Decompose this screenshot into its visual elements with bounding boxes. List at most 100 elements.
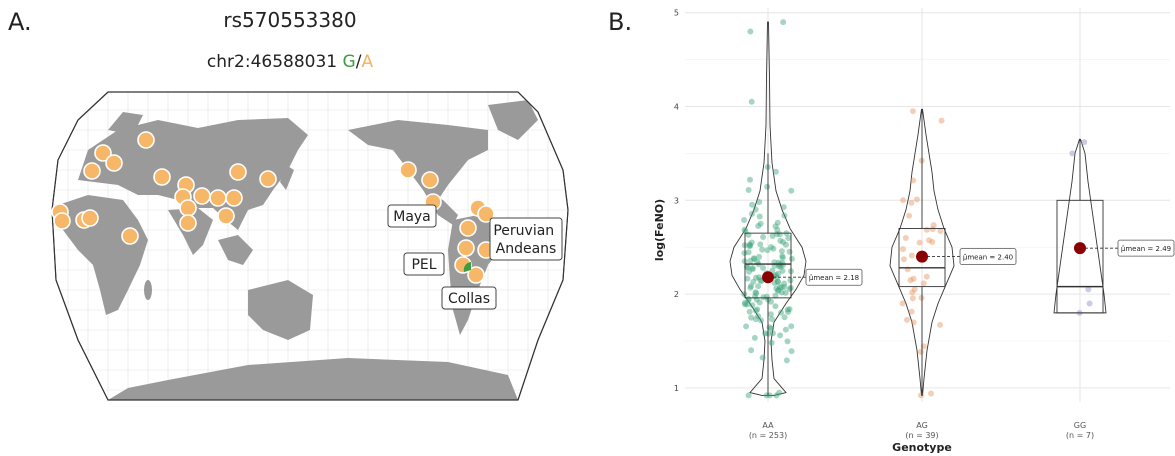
- data-point: [741, 291, 748, 298]
- data-point: [926, 237, 933, 244]
- data-point: [786, 248, 793, 255]
- mean-label: μ̂mean = 2.40: [963, 254, 1013, 262]
- chart-means: μ̂mean = 2.18 μ̂mean = 2.40 μ̂mean = 2.49: [762, 239, 1175, 286]
- box-iqr: [744, 232, 792, 299]
- box-iqr: [1056, 199, 1104, 314]
- data-point: [902, 234, 909, 241]
- data-point: [775, 270, 782, 277]
- data-point: [777, 263, 784, 270]
- allele-separator: /: [355, 52, 362, 72]
- data-point: [748, 98, 755, 105]
- world-map: Maya Peruvian Andeans PEL Collas: [51, 91, 569, 401]
- data-point: [762, 330, 769, 337]
- data-point: [775, 287, 782, 294]
- population-marker: [179, 214, 197, 232]
- data-point: [767, 311, 774, 318]
- data-point: [774, 287, 781, 294]
- data-point: [1085, 286, 1092, 293]
- data-point: [746, 241, 753, 248]
- population-marker: [421, 171, 439, 189]
- data-point: [788, 255, 795, 262]
- data-point: [773, 285, 780, 292]
- x-tick-label: AG: [916, 421, 928, 430]
- chart-points: [741, 19, 1093, 399]
- data-point: [773, 392, 780, 399]
- ref-allele: G: [342, 52, 356, 72]
- mean-label: μ̂mean = 2.49: [1121, 245, 1171, 253]
- data-point: [929, 226, 936, 233]
- data-point: [782, 326, 789, 333]
- data-point: [756, 199, 763, 206]
- data-point: [769, 233, 776, 240]
- data-point: [771, 279, 778, 286]
- data-point: [747, 28, 754, 35]
- data-point: [768, 339, 775, 346]
- population-markers: [51, 131, 495, 284]
- population-marker: [83, 162, 101, 180]
- data-point: [773, 231, 780, 238]
- map-labels: Maya Peruvian Andeans PEL Collas: [387, 204, 563, 310]
- data-point: [760, 264, 767, 271]
- data-point: [909, 108, 916, 115]
- data-point: [907, 277, 914, 284]
- data-point: [756, 253, 763, 260]
- data-point: [787, 277, 794, 284]
- data-point: [777, 332, 784, 339]
- mean-label-box: [1117, 239, 1175, 257]
- data-point: [747, 257, 754, 264]
- data-point: [1069, 150, 1076, 157]
- population-marker: [225, 189, 243, 207]
- india-land: [168, 208, 213, 255]
- population-marker: [229, 163, 247, 181]
- data-point: [753, 274, 760, 281]
- population-marker: [153, 168, 171, 186]
- data-point: [774, 278, 781, 285]
- label-collas: Collas: [448, 291, 490, 307]
- data-point: [917, 348, 924, 355]
- chart-violins: [729, 21, 1107, 396]
- violin-gg: [1053, 138, 1107, 314]
- data-point: [770, 245, 777, 252]
- data-point: [748, 239, 755, 246]
- data-point: [749, 266, 756, 273]
- data-point: [900, 256, 907, 263]
- data-point: [777, 284, 784, 291]
- data-point: [756, 213, 763, 220]
- data-point: [748, 314, 755, 321]
- data-point: [908, 252, 915, 259]
- population-marker: [81, 209, 99, 227]
- label-peruvian-andeans: Peruvian Andeans: [493, 223, 558, 257]
- x-tick-label: GG: [1074, 421, 1086, 430]
- population-marker: [457, 239, 475, 257]
- data-point: [774, 219, 781, 226]
- population-marker: [459, 219, 477, 237]
- australia-land: [248, 280, 313, 340]
- data-point: [760, 294, 767, 301]
- chart-axes: 1 2 3 4 5 AA(n = 253) AG(n = 39) GG(n = 7): [674, 9, 1094, 440]
- data-point: [760, 234, 767, 241]
- data-point: [747, 284, 754, 291]
- data-point: [778, 309, 785, 316]
- data-point: [780, 19, 787, 26]
- data-point: [774, 279, 781, 286]
- data-point: [755, 313, 762, 320]
- data-point: [751, 334, 758, 341]
- data-point: [749, 264, 756, 271]
- data-point: [750, 278, 757, 285]
- y-tick-label: 3: [674, 196, 679, 205]
- data-point: [778, 289, 785, 296]
- data-point: [745, 249, 752, 256]
- data-point: [777, 237, 784, 244]
- data-point: [785, 308, 792, 315]
- data-point: [752, 206, 759, 213]
- data-point: [764, 247, 771, 254]
- data-point: [903, 316, 910, 323]
- data-point: [918, 392, 925, 399]
- data-point: [930, 222, 937, 229]
- data-point: [745, 186, 752, 193]
- japan-land: [280, 165, 294, 190]
- data-point: [908, 308, 915, 315]
- label-pel: PEL: [411, 257, 436, 273]
- data-point: [778, 248, 785, 255]
- population-marker: [179, 199, 197, 217]
